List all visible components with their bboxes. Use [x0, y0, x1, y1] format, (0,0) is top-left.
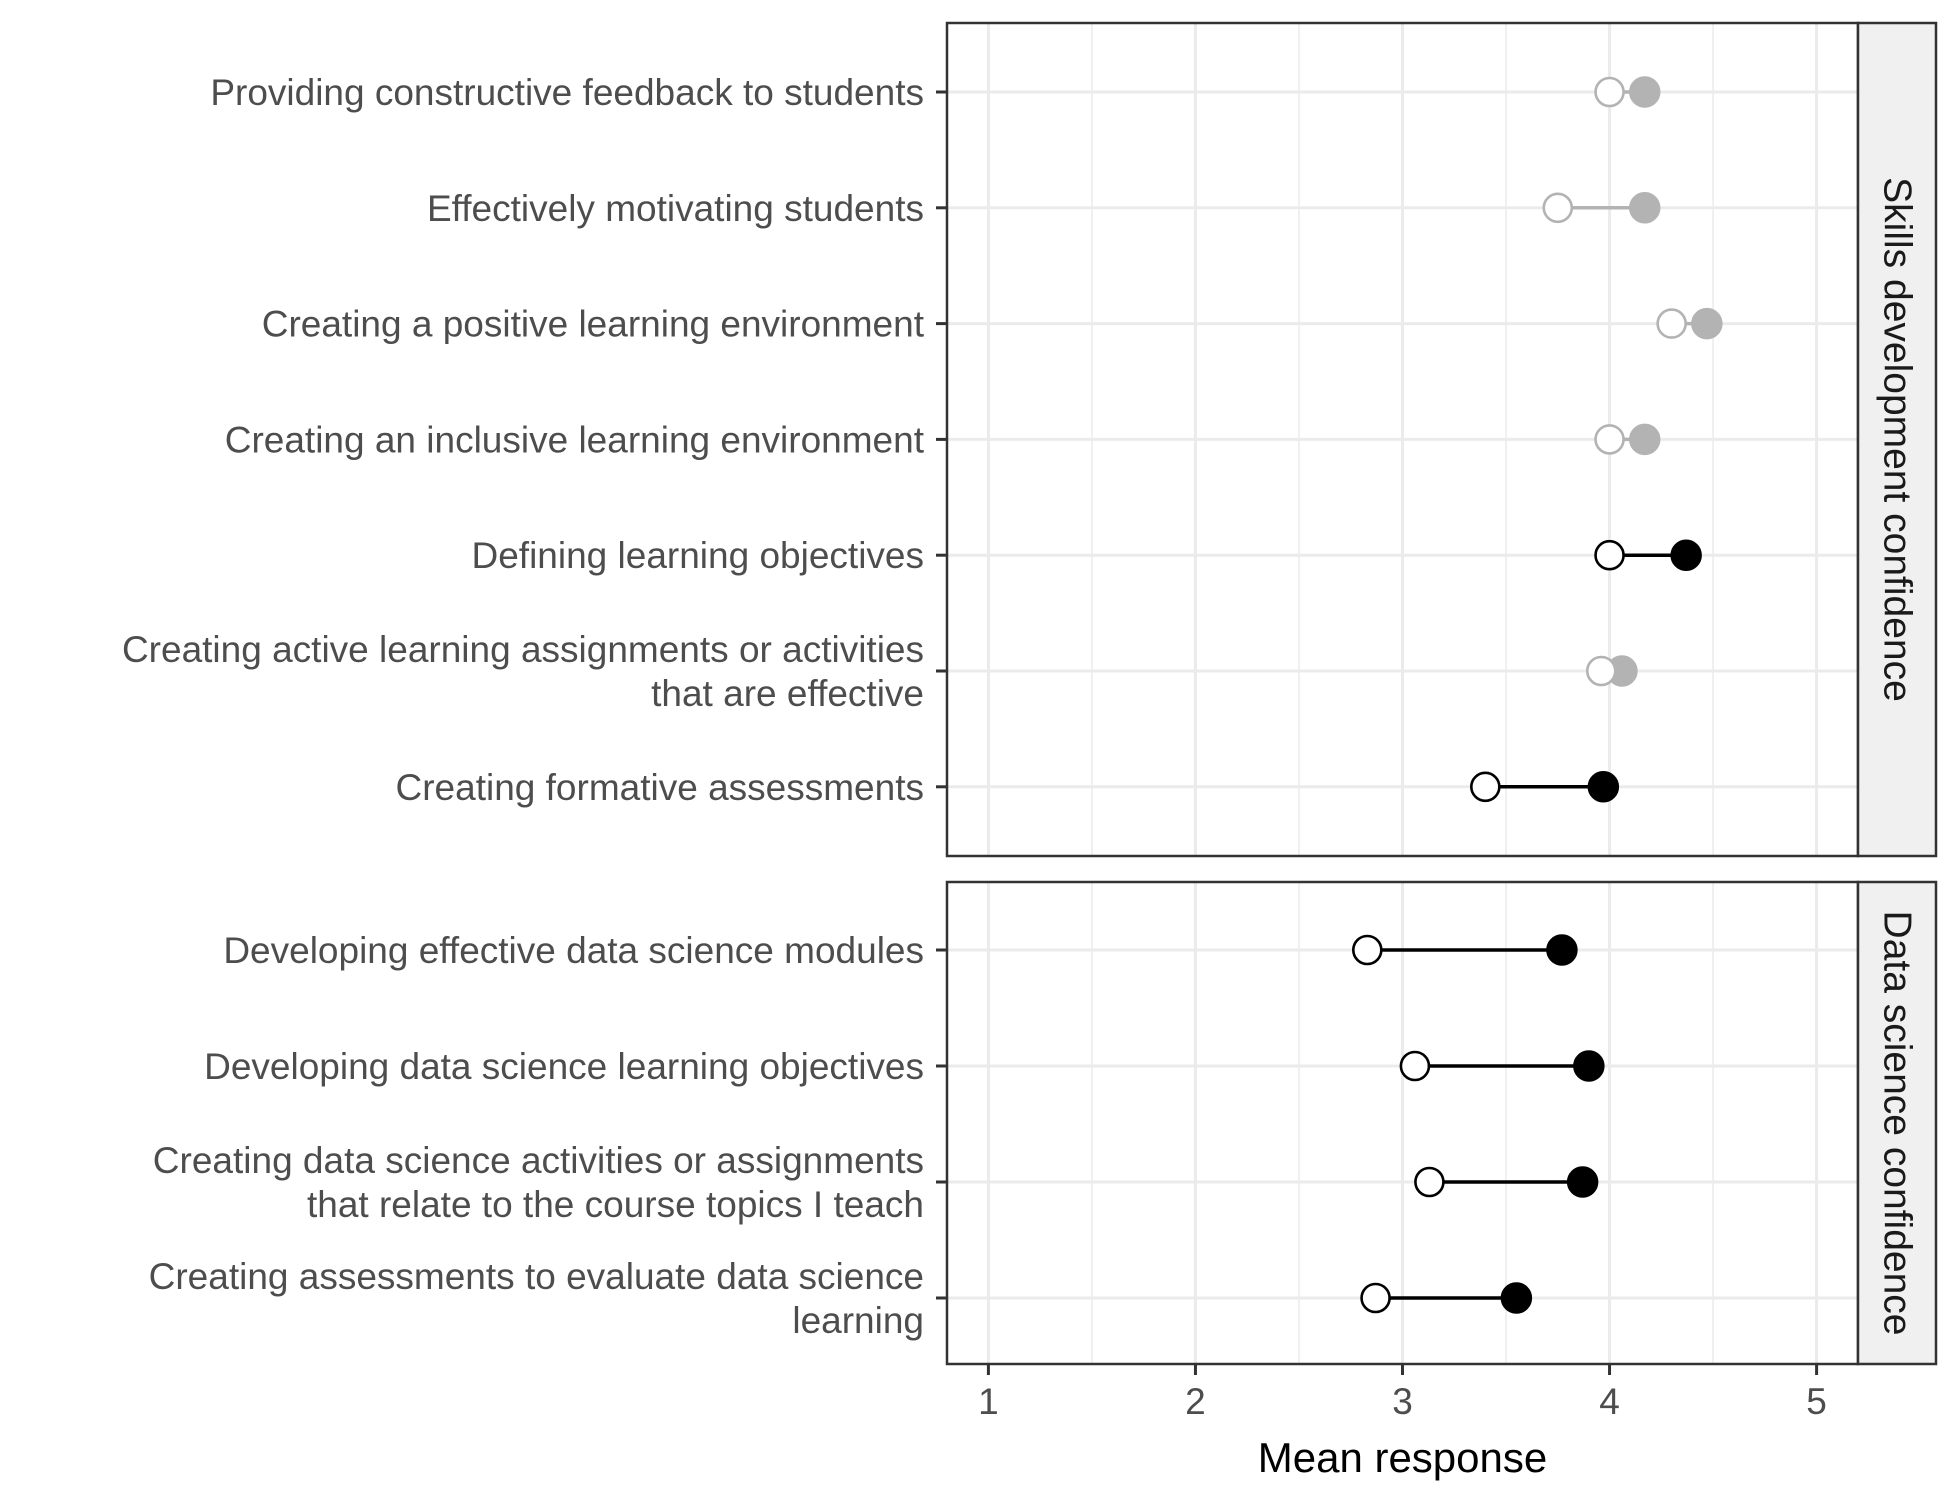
pre-point: [1594, 76, 1625, 108]
facet-strip-label: Data science confidence: [1876, 911, 1919, 1336]
post-point: [1546, 934, 1578, 966]
y-tick-label-line: Defining learning objectives: [472, 535, 925, 576]
y-tick-label-line: Providing constructive feedback to stude…: [210, 72, 924, 113]
x-axis: 1 2 3 4 5: [978, 1364, 1827, 1422]
panel: Developing effective data science module…: [149, 880, 1938, 1366]
facet-strip-label: Skills development confidence: [1876, 177, 1919, 702]
pre-point: [1352, 934, 1383, 966]
y-tick-label: Developing effective data science module…: [223, 930, 924, 971]
panel: Providing constructive feedback to stude…: [122, 21, 1938, 858]
x-tick-label: 4: [1599, 1381, 1620, 1422]
y-tick-label-line: that are effective: [651, 673, 924, 714]
post-point: [1566, 1166, 1599, 1198]
post-point: [1628, 76, 1661, 108]
x-tick-label: 1: [978, 1381, 999, 1422]
y-tick-label-line: Developing data science learning objecti…: [204, 1046, 924, 1087]
y-tick-label-line: Creating data science activities or assi…: [153, 1140, 924, 1181]
pre-point: [1360, 1282, 1391, 1314]
y-tick-label: Creating formative assessments: [396, 767, 924, 808]
x-tick-label: 3: [1392, 1381, 1413, 1422]
y-tick-label: Effectively motivating students: [427, 188, 924, 229]
y-tick-label: Creating assessments to evaluate data sc…: [149, 1256, 924, 1341]
pre-point: [1656, 308, 1687, 339]
y-tick-label-line: Creating formative assessments: [396, 767, 924, 808]
x-tick-label: 5: [1806, 1381, 1827, 1422]
facet-strip: [1856, 21, 1938, 858]
pre-point: [1414, 1166, 1445, 1198]
chart-panels: Providing constructive feedback to stude…: [122, 21, 1938, 1366]
y-tick-label: Creating an inclusive learning environme…: [225, 419, 925, 460]
x-tick-label: 2: [1185, 1381, 1206, 1422]
post-point: [1628, 423, 1661, 456]
post-point: [1628, 192, 1661, 224]
y-tick-label: Creating a positive learning environment: [262, 304, 925, 345]
pre-point: [1594, 424, 1625, 455]
post-point: [1587, 771, 1620, 803]
y-tick-label: Defining learning objectives: [472, 535, 925, 576]
y-tick-label-line: Effectively motivating students: [427, 188, 924, 229]
pre-point: [1399, 1050, 1431, 1082]
pre-point: [1470, 771, 1501, 803]
y-tick-label-line: Creating active learning assignments or …: [122, 629, 924, 670]
post-point: [1670, 539, 1702, 571]
post-point: [1573, 1050, 1605, 1082]
y-tick-label-line: Developing effective data science module…: [223, 930, 924, 971]
y-tick-label: Providing constructive feedback to stude…: [210, 72, 924, 113]
facet-strip: [1856, 880, 1938, 1366]
y-tick-label-line: that relate to the course topics I teach: [307, 1184, 924, 1225]
x-axis-title: Mean response: [1258, 1434, 1548, 1481]
y-tick-label-line: learning: [792, 1300, 924, 1341]
post-point: [1691, 307, 1723, 340]
pre-point: [1594, 539, 1625, 571]
y-tick-label-line: Creating a positive learning environment: [262, 304, 925, 345]
y-tick-label: Creating active learning assignments or …: [122, 629, 924, 714]
pre-point: [1542, 192, 1574, 224]
y-tick-label: Developing data science learning objecti…: [204, 1046, 924, 1087]
pre-point: [1585, 655, 1617, 687]
y-tick-label-line: Creating an inclusive learning environme…: [225, 419, 925, 460]
post-point: [1500, 1282, 1533, 1314]
y-tick-label: Creating data science activities or assi…: [153, 1140, 924, 1225]
y-tick-label-line: Creating assessments to evaluate data sc…: [149, 1256, 924, 1297]
